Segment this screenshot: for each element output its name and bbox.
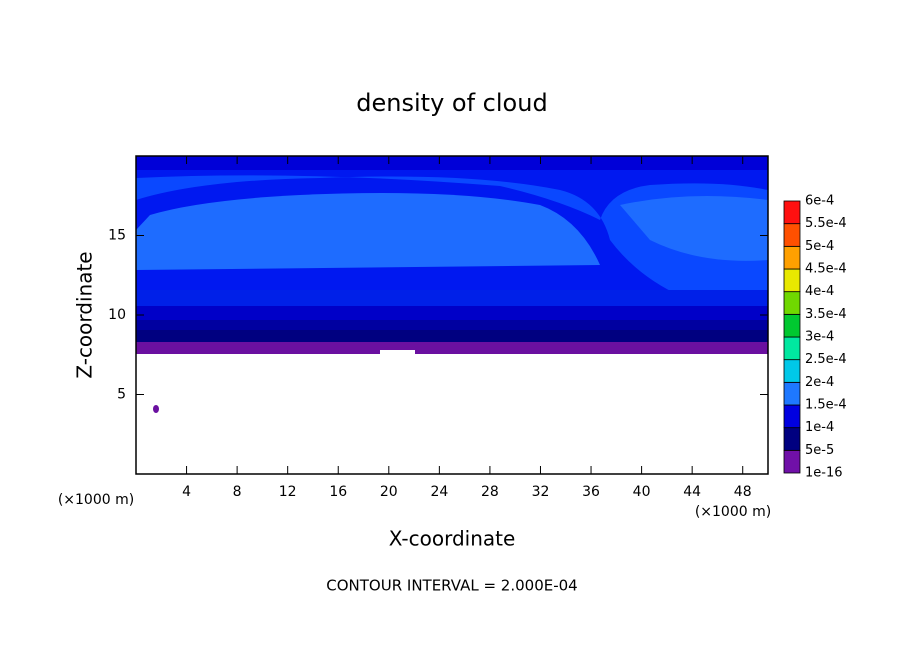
colorbar-swatch [783, 223, 801, 247]
x-tick-label: 44 [683, 484, 701, 500]
colorbar-swatch [783, 449, 801, 474]
y-tick-label: 10 [108, 307, 126, 323]
colorbar-swatch [783, 245, 801, 270]
x-tick-label: 32 [532, 484, 550, 500]
colorbar-swatch [783, 200, 801, 225]
y-tick-label: 15 [108, 228, 126, 244]
field-band [136, 156, 768, 170]
colorbar-label: 2e-4 [805, 375, 834, 390]
x-tick-label: 48 [734, 484, 752, 500]
colorbar-label: 3e-4 [805, 330, 834, 345]
field-band [136, 342, 768, 354]
field-band [620, 196, 768, 261]
colorbar-label: 1e-4 [805, 420, 834, 435]
colorbar-label: 4e-4 [805, 284, 834, 299]
x-tick-label: 12 [279, 484, 297, 500]
x-tick-label: 4 [182, 484, 191, 500]
colorbar-label: 5e-4 [805, 239, 834, 254]
colorbar-label: 3.5e-4 [805, 307, 847, 322]
colorbar-swatch [783, 427, 801, 451]
field-band [136, 175, 768, 300]
field-blob [153, 405, 159, 413]
x-tick-label: 20 [380, 484, 398, 500]
colorbar-swatch [783, 336, 801, 361]
x-tick-label: 8 [233, 484, 242, 500]
contour-field [135, 155, 769, 475]
colorbar-swatch [783, 359, 801, 383]
x-tick-label: 40 [633, 484, 651, 500]
colorbar-label: 5e-5 [805, 443, 834, 458]
colorbar-label: 2.5e-4 [805, 352, 847, 367]
field-band [136, 290, 768, 306]
colorbar-swatch [783, 381, 801, 406]
x-tick-label: 36 [582, 484, 600, 500]
x-tick-label: 24 [430, 484, 448, 500]
field-gap [380, 350, 415, 355]
field-band [136, 330, 768, 342]
colorbar-label: 1e-16 [805, 466, 843, 481]
x-tick-label: 16 [329, 484, 347, 500]
y-tick-label: 5 [117, 387, 126, 403]
field-band [136, 192, 600, 270]
x-tick-label: 28 [481, 484, 499, 500]
colorbar-swatch [783, 291, 801, 315]
colorbar-label: 6e-4 [805, 194, 834, 209]
x-axis-label: X-coordinate [389, 527, 516, 551]
colorbar-swatch [783, 268, 801, 293]
colorbar-swatch [783, 313, 801, 338]
y-unit-label: (×1000 m) [58, 492, 134, 508]
chart-title: density of cloud [356, 89, 547, 117]
y-axis-label: Z-coordinate [73, 251, 97, 378]
colorbar-label: 5.5e-4 [805, 216, 847, 231]
colorbar-label: 4.5e-4 [805, 262, 847, 277]
field-band [136, 306, 768, 320]
field-band [136, 320, 768, 330]
colorbar-label: 1.5e-4 [805, 398, 847, 413]
footer: CONTOUR INTERVAL = 2.000E-04 [326, 577, 577, 595]
x-unit-label: (×1000 m) [695, 504, 771, 520]
colorbar-swatch [783, 404, 801, 429]
